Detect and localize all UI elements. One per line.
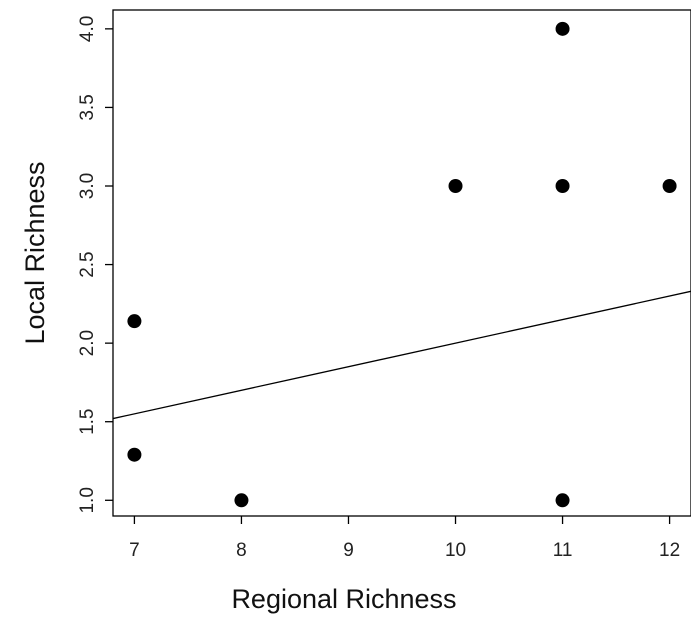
x-tick-label-10: 10 bbox=[445, 540, 466, 561]
x-axis-label: Regional Richness bbox=[231, 584, 456, 614]
x-tick-label-7: 7 bbox=[129, 540, 140, 561]
y-tick-label-5: 3.5 bbox=[77, 94, 98, 120]
data-point-7 bbox=[662, 179, 677, 193]
data-point-0 bbox=[127, 314, 142, 329]
y-tick-label-0: 1.0 bbox=[77, 487, 98, 513]
regression-line bbox=[112, 290, 691, 420]
data-point-5 bbox=[555, 179, 570, 193]
x-tick-label-9: 9 bbox=[343, 540, 354, 561]
data-point-2 bbox=[234, 493, 249, 508]
y-tick-label-1: 1.5 bbox=[77, 409, 98, 435]
y-tick-label-4: 3.0 bbox=[77, 173, 98, 199]
y-tick-label-2: 2.0 bbox=[77, 330, 98, 356]
data-point-3 bbox=[448, 179, 463, 193]
x-tick-label-12: 12 bbox=[659, 540, 680, 561]
y-tick-label-3: 2.5 bbox=[77, 251, 98, 277]
plot-frame bbox=[112, 9, 691, 517]
x-tick-label-8: 8 bbox=[236, 540, 247, 561]
y-tick-label-6: 4.0 bbox=[77, 16, 98, 42]
data-point-6 bbox=[555, 493, 570, 508]
data-point-1 bbox=[127, 447, 142, 462]
data-point-4 bbox=[555, 21, 570, 36]
y-axis-label: Local Richness bbox=[20, 161, 50, 344]
x-tick-label-11: 11 bbox=[553, 540, 573, 561]
